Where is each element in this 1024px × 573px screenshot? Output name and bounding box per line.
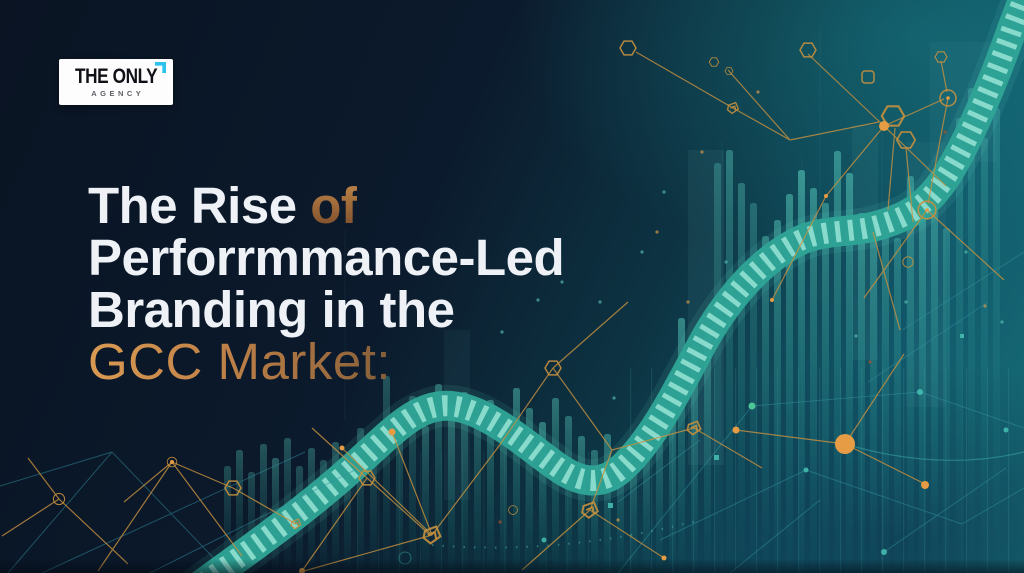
specks-graphic <box>498 90 1004 524</box>
headline-line1: The Rise of <box>88 180 564 232</box>
headline-line2: Perforrmmance-Led <box>88 229 565 286</box>
constellation-network-orange <box>1 40 1005 573</box>
agency-logo: THE ONLY AGENCY <box>59 59 173 105</box>
headline-line1-main: The Rise <box>88 177 297 234</box>
headline-line4: GCC Market: <box>88 336 564 388</box>
growth-ribbon-graphic <box>181 0 1024 573</box>
logo-primary-text: THE ONLY <box>74 65 158 89</box>
headline-line3: Branding in the <box>88 281 455 338</box>
headline-line1-accent: of <box>310 177 358 234</box>
constellation-network-teal <box>0 251 1024 573</box>
logo-secondary-text: AGENCY <box>91 89 145 99</box>
headline: The Rise of Perforrmmance-Led Branding i… <box>88 180 565 388</box>
corner-arrow-icon <box>155 62 166 73</box>
